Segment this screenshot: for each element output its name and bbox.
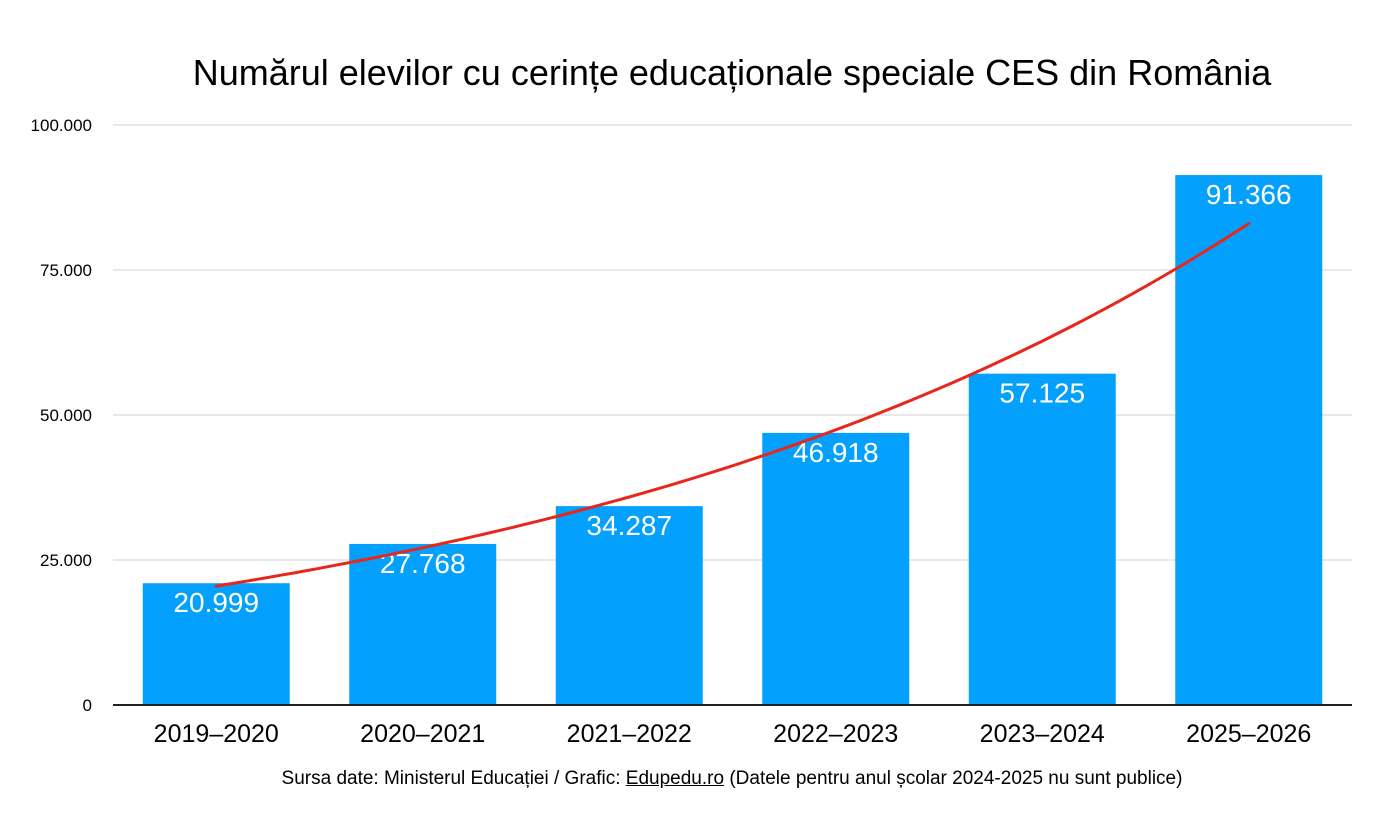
source-link[interactable]: Edupedu.ro (625, 768, 725, 789)
bar-value-label: 91.366 (1206, 179, 1292, 210)
bar-value-label: 46.918 (793, 437, 879, 468)
y-tick-label: 100.000 (31, 116, 92, 135)
bar (555, 506, 703, 705)
x-tick-label: 2022–2023 (773, 720, 898, 748)
source-suffix: (Datele pentru anul școlar 2024-2025 nu … (724, 768, 1183, 789)
trendline-group (214, 222, 1251, 588)
y-tick-label: 0 (83, 696, 92, 715)
bars (142, 175, 1323, 705)
bar-value-label: 57.125 (999, 378, 1085, 409)
x-tick-label: 2023–2024 (980, 720, 1105, 748)
source-prefix: Sursa date: Ministerul Educației / Grafi… (281, 768, 626, 789)
x-tick-label: 2020–2021 (360, 720, 485, 748)
source-footer: Sursa date: Ministerul Educației / Grafi… (0, 768, 1400, 790)
bar (1175, 175, 1323, 705)
bar-value-label: 34.287 (586, 510, 672, 541)
x-tick-label: 2019–2020 (154, 720, 279, 748)
x-tick-label: 2025–2026 (1186, 720, 1311, 748)
chart-title: Numărul elevilor cu cerințe educaționale… (192, 52, 1272, 93)
bar (762, 432, 910, 705)
bar-value-label: 20.999 (173, 587, 259, 618)
y-tick-label: 25.000 (40, 551, 92, 570)
y-tick-label: 75.000 (40, 261, 92, 280)
bar (349, 543, 497, 705)
bar (142, 583, 290, 705)
gridlines (113, 124, 1352, 561)
x-axis: 2019–2020 2020–2021 2021–2022 2022–2023 2023… (113, 704, 1352, 748)
trendline (214, 222, 1251, 588)
y-axis-ticks: 0 25.000 50.000 75.000 100.000 (31, 116, 92, 715)
bar (968, 373, 1116, 705)
x-tick-label: 2021–2022 (567, 720, 692, 748)
y-tick-label: 50.000 (40, 406, 92, 425)
